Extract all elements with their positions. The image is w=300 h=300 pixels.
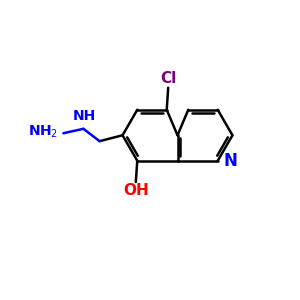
Text: Cl: Cl — [160, 71, 176, 86]
Text: NH$_2$: NH$_2$ — [28, 124, 58, 140]
Text: N: N — [224, 152, 238, 170]
Text: OH: OH — [123, 183, 149, 198]
Text: NH: NH — [72, 110, 96, 124]
